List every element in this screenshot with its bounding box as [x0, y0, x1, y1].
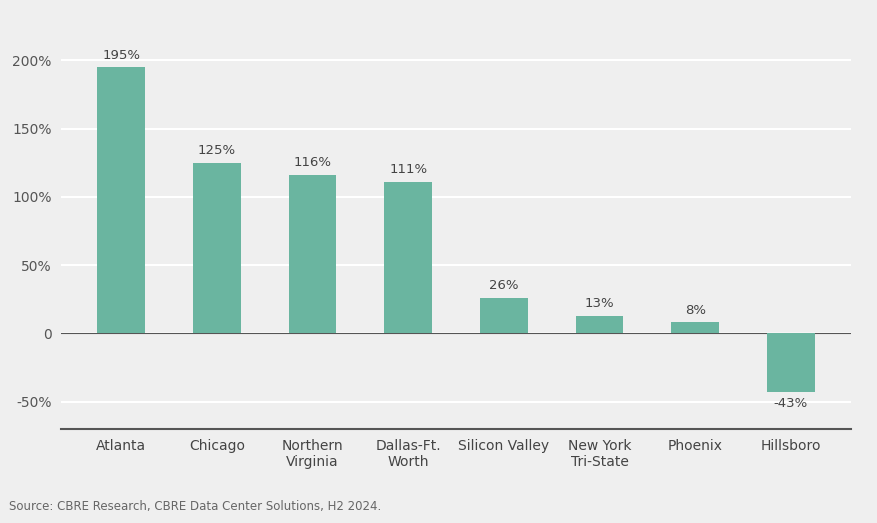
Bar — [97, 67, 145, 333]
Text: 116%: 116% — [294, 156, 332, 169]
Text: 125%: 125% — [198, 144, 236, 157]
Text: 8%: 8% — [685, 304, 706, 317]
Bar — [671, 322, 719, 333]
Text: Source: CBRE Research, CBRE Data Center Solutions, H2 2024.: Source: CBRE Research, CBRE Data Center … — [9, 499, 381, 513]
Bar — [289, 175, 337, 333]
Text: -43%: -43% — [774, 397, 808, 411]
Bar — [384, 182, 432, 333]
Text: 195%: 195% — [103, 49, 140, 62]
Bar — [193, 163, 241, 333]
Text: 13%: 13% — [585, 297, 615, 310]
Bar — [767, 333, 815, 392]
Text: 26%: 26% — [489, 279, 518, 292]
Text: 111%: 111% — [389, 163, 427, 176]
Bar — [575, 315, 624, 333]
Bar — [480, 298, 528, 333]
